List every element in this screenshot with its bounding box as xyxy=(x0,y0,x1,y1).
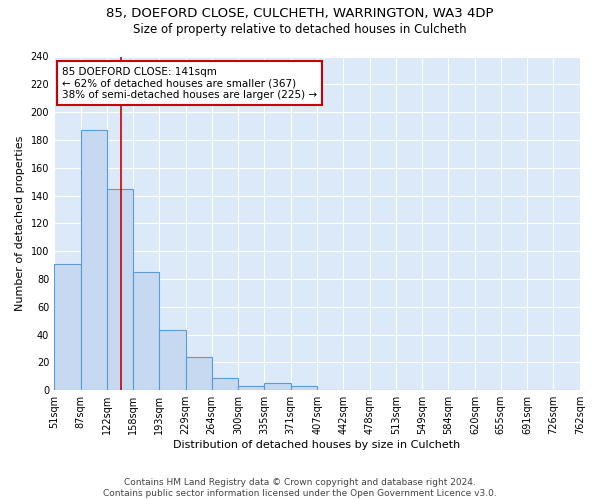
Bar xyxy=(54,264,80,390)
Bar xyxy=(107,188,133,390)
Bar xyxy=(133,272,159,390)
Bar xyxy=(264,384,291,390)
Text: Size of property relative to detached houses in Culcheth: Size of property relative to detached ho… xyxy=(133,22,467,36)
Bar xyxy=(80,130,107,390)
Text: 85, DOEFORD CLOSE, CULCHETH, WARRINGTON, WA3 4DP: 85, DOEFORD CLOSE, CULCHETH, WARRINGTON,… xyxy=(106,8,494,20)
Bar xyxy=(238,386,264,390)
Text: Contains HM Land Registry data © Crown copyright and database right 2024.
Contai: Contains HM Land Registry data © Crown c… xyxy=(103,478,497,498)
Bar xyxy=(291,386,317,390)
Bar xyxy=(186,357,212,390)
Bar xyxy=(159,330,186,390)
Bar xyxy=(212,378,238,390)
Text: 85 DOEFORD CLOSE: 141sqm
← 62% of detached houses are smaller (367)
38% of semi-: 85 DOEFORD CLOSE: 141sqm ← 62% of detach… xyxy=(62,66,317,100)
Y-axis label: Number of detached properties: Number of detached properties xyxy=(15,136,25,311)
X-axis label: Distribution of detached houses by size in Culcheth: Distribution of detached houses by size … xyxy=(173,440,461,450)
